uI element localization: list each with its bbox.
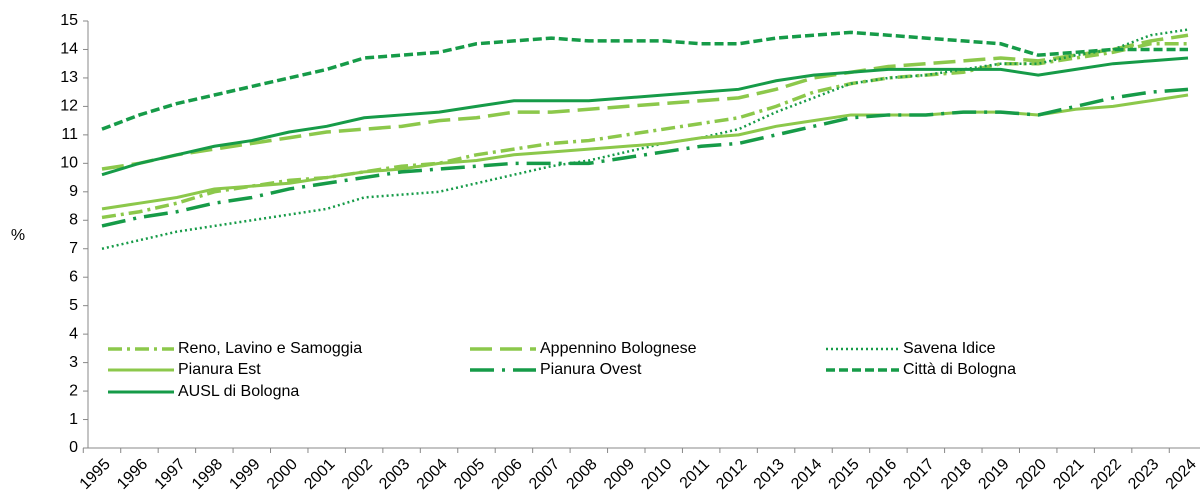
- x-tick-label: 1996: [114, 456, 151, 493]
- x-tick-label: 2018: [938, 456, 975, 493]
- legend-label: Reno, Lavino e Samoggia: [178, 340, 362, 357]
- y-tick-label: 9: [69, 183, 78, 200]
- series-line: [101, 93, 1189, 211]
- series-line: [101, 42, 1188, 220]
- x-tick-label: 2004: [414, 456, 451, 493]
- y-tick-label: 11: [61, 126, 78, 143]
- series-line: [101, 30, 1188, 131]
- legend-label: Savena Idice: [903, 340, 996, 357]
- y-tick-label: 6: [69, 268, 78, 285]
- x-tick-label: 2014: [788, 456, 825, 493]
- y-tick-label: 7: [69, 240, 78, 257]
- y-tick-label: 4: [69, 325, 78, 342]
- series-line: [101, 33, 1189, 171]
- x-tick-label: 1995: [77, 456, 114, 493]
- x-tick-label: 2013: [751, 456, 788, 493]
- x-tick-label: 1998: [189, 456, 226, 493]
- x-tick-label: 2021: [1050, 456, 1087, 493]
- x-tick-label: 2007: [526, 456, 563, 493]
- x-tick-label: 2002: [339, 456, 376, 493]
- x-tick-label: 2005: [451, 456, 488, 493]
- x-tick-label: 2006: [489, 456, 526, 493]
- y-tick-label: 14: [60, 41, 78, 58]
- x-tick-label: 2009: [601, 456, 638, 493]
- legend-label: Appennino Bolognese: [540, 340, 697, 357]
- y-tick-label: 10: [60, 155, 78, 172]
- y-tick-label: 8: [69, 211, 78, 228]
- y-axis-label: %: [11, 227, 25, 244]
- legend-label: Pianura Est: [178, 361, 261, 378]
- x-tick-label: 2001: [301, 456, 338, 493]
- x-tick-label: 2017: [900, 456, 937, 493]
- y-tick-label: 15: [60, 12, 78, 29]
- x-tick-label: 1997: [152, 456, 189, 493]
- legend-label: Pianura Ovest: [540, 361, 642, 378]
- x-tick-label: 1999: [226, 456, 263, 493]
- x-tick-label: 2016: [863, 456, 900, 493]
- legend-label: AUSL di Bologna: [178, 383, 299, 400]
- x-tick-label: 2015: [826, 456, 863, 493]
- legend-label: Città di Bologna: [903, 361, 1016, 378]
- x-tick-label: 2010: [638, 456, 675, 493]
- x-tick-label: 2022: [1088, 456, 1125, 493]
- x-tick-label: 2000: [264, 456, 301, 493]
- x-tick-label: 2003: [376, 456, 413, 493]
- x-tick-label: 2012: [713, 456, 750, 493]
- series-line: [101, 56, 1189, 177]
- x-tick-label: 2008: [563, 456, 600, 493]
- y-tick-label: 5: [69, 297, 78, 314]
- y-tick-label: 2: [69, 382, 78, 399]
- x-tick-label: 2019: [975, 456, 1012, 493]
- series-line: [101, 87, 1189, 228]
- y-tick-label: 1: [69, 411, 78, 428]
- x-tick-label: 2020: [1013, 456, 1050, 493]
- x-tick-label: 2023: [1125, 456, 1162, 493]
- x-tick-label: 2011: [677, 456, 713, 492]
- y-tick-label: 3: [69, 354, 78, 371]
- x-tick-label: 2024: [1163, 456, 1200, 493]
- y-tick-label: 13: [60, 69, 78, 86]
- y-tick-label: 12: [60, 98, 78, 115]
- y-tick-label: 0: [69, 439, 78, 456]
